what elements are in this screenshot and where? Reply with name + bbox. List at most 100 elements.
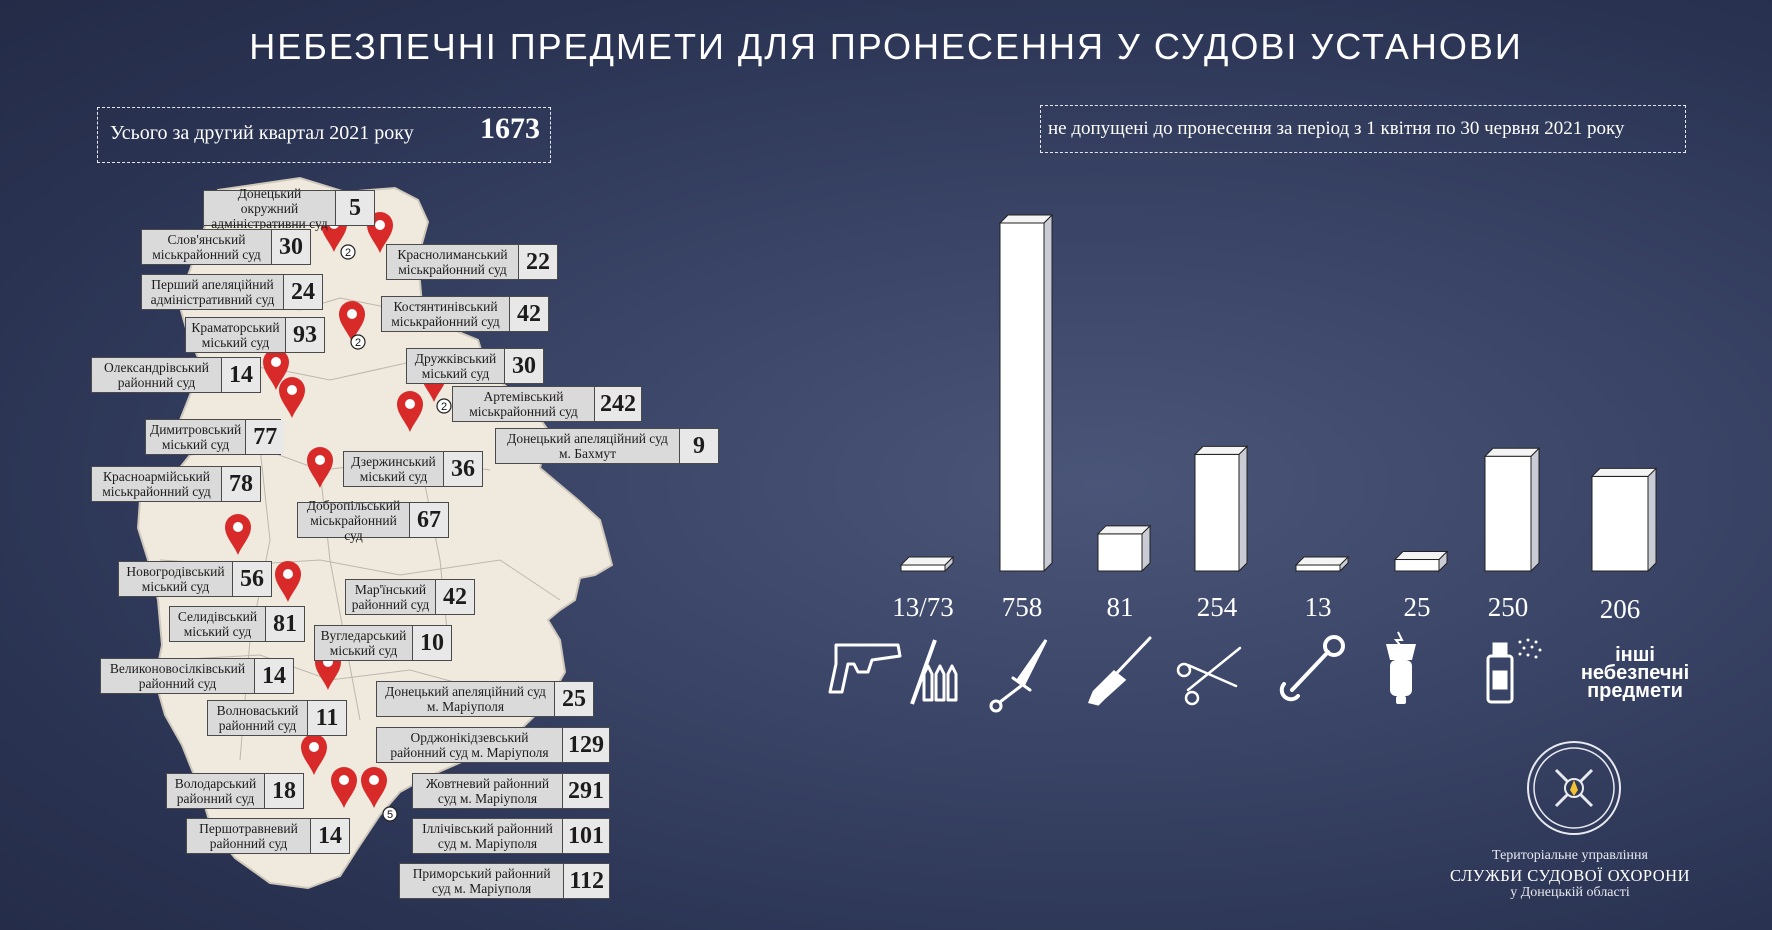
court-count: 93 [285,318,324,352]
court-name: Дружківський міський суд [414,351,497,381]
svg-text:2: 2 [441,401,447,413]
court-label: Олександрівський районний суд 14 [91,357,261,393]
court-label: Добропільський міськрайонний суд 67 [297,498,449,543]
bar-screwdriver [1096,524,1152,573]
map-pin-icon [339,301,365,342]
court-count: 67 [409,503,448,537]
court-count: 24 [283,275,322,309]
court-name: Олександрівський районний суд [104,360,209,390]
bar-scissors [1193,445,1249,573]
court-count: 5 [335,191,374,225]
court-name: Іллічівський районний суд м. Маріуполя [422,821,553,851]
court-count: 18 [264,774,303,808]
court-name: Першотравневий районний суд [199,821,298,851]
court-count: 9 [679,429,718,463]
map-pin-icon [263,349,289,390]
marker-count-badge: 2 [350,334,366,350]
page-title: НЕБЕЗПЕЧНІ ПРЕДМЕТИ ДЛЯ ПРОНЕСЕННЯ У СУД… [249,26,1523,67]
court-count: 112 [563,864,609,898]
map-pin-icon [279,377,305,418]
court-name: Донецький апеляційний суд м. Маріуполя [385,684,546,714]
court-label: Орджонікідзевський районний суд м. Маріу… [376,727,610,763]
court-name: Вугледарський міський суд [320,628,407,658]
court-label: Великоновосілківський районний суд 14 [100,658,294,694]
court-count: 25 [554,682,593,716]
court-label: Володарський районний суд 18 [166,773,304,809]
bar-value-label: 250 [1487,592,1529,622]
period-box [1040,105,1686,153]
court-count: 11 [307,701,346,735]
other-items-label: інші небезпечні предмети [1580,644,1690,702]
bar-value-label: 254 [1196,592,1238,622]
court-name: Новогродівський міський суд [126,564,225,594]
court-count: 14 [310,819,349,853]
org-line-2: СЛУЖБИ СУДОВОЇ ОХОРОНИ [1449,866,1691,885]
court-count: 42 [435,580,474,614]
court-name: Володарський районний суд [174,776,257,806]
court-label: Красноармійський міськрайонний суд 78 [91,466,261,502]
bar-value-label: 25 [1403,592,1431,622]
court-label: Новогродівський міський суд 56 [118,561,272,597]
court-label: Костянтинівський міськрайонний суд 42 [381,296,549,332]
court-label: Мар'їнський районний суд 42 [345,579,475,615]
court-label: Димитровський міський суд 77 [145,419,285,455]
court-label: Іллічівський районний суд м. Маріуполя 10… [412,818,610,854]
court-label: Артемівський міськрайонний суд 242 [452,386,642,422]
court-label: Селидівський міський суд 81 [169,606,305,642]
bar-wrench [1294,555,1350,573]
court-name: Орджонікідзевський районний суд м. Маріу… [390,730,549,760]
court-label: Приморський районний суд м. Маріуполя 112 [399,863,610,899]
court-count: 101 [562,819,609,853]
marker-count-badge: 2 [436,398,452,414]
court-count: 129 [562,728,609,762]
court-name: Приморський районний суд м. Маріуполя [412,866,551,896]
wrench-icon [1279,635,1345,702]
spray-can-icon [1486,638,1542,704]
org-line-1: Територіальне управління [1492,848,1648,863]
map-pin-icon [225,514,251,555]
court-name: Мар'їнський районний суд [351,582,430,612]
marker-count-badge: 5 [382,806,398,822]
knife-icon [989,639,1048,713]
court-count: 78 [221,467,260,501]
bar-value-label: 758 [1001,592,1043,622]
bar-value-label: 13 [1304,592,1332,622]
svg-text:2: 2 [355,337,361,349]
bar-value-label: 13/73 [892,592,954,622]
court-name: Донецький апеляційний суд м. Бахмут [507,431,668,461]
court-name: Селидівський міський суд [177,609,258,639]
court-count: 56 [232,562,271,596]
court-label: Донецький окружний адміністративни суд 5 [203,186,375,231]
court-count: 77 [245,420,285,454]
court-name: Краснолиманський міськрайонний суд [397,247,508,277]
bar-firearms-ammunition [899,555,955,573]
court-count: 22 [518,245,557,279]
court-count: 291 [562,774,609,808]
court-name: Дзержинський міський суд [351,454,436,484]
court-name: Перший апеляційний адміністративний суд [150,277,275,307]
court-name: Великоновосілківський районний суд [109,661,246,691]
court-count: 30 [504,349,543,383]
map-pin-icon [307,447,333,488]
court-label: Жовтневий районний суд м. Маріуполя 291 [412,773,610,809]
map-pin-icon [301,734,327,775]
total-box [97,107,551,163]
svg-text:5: 5 [387,809,393,821]
court-label: Дзержинський міський суд 36 [343,451,483,487]
court-name: Димитровський міський суд [150,422,242,452]
map-pin-icon [331,767,357,808]
svg-text:2: 2 [345,247,351,259]
org-line-3: у Донецькій області [1510,885,1630,900]
court-count: 10 [412,626,451,660]
court-count: 36 [443,452,482,486]
court-name: Донецький окружний адміністративни суд [211,185,328,231]
bar-spray [1483,447,1541,573]
map-pin-icon [275,561,301,602]
court-count: 14 [221,358,260,392]
court-count: 242 [594,387,641,421]
map-pin-icon [397,391,423,432]
court-name: Жовтневий районний суд м. Маріуполя [425,776,550,806]
total-label: Усього за другий квартал 2021 року [110,122,414,144]
marker-count-badge: 2 [340,244,356,260]
